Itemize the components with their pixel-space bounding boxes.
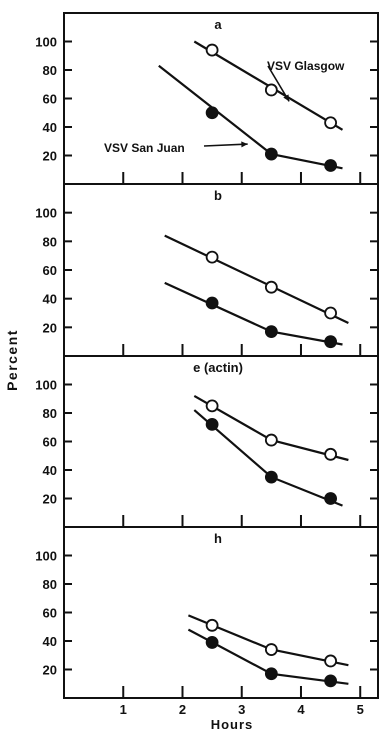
y-tick-label: 100: [35, 378, 57, 393]
open-circle-point: [264, 280, 278, 294]
open-circle-point: [205, 43, 219, 57]
open-circle-point: [324, 116, 338, 130]
x-tick-label: 3: [238, 702, 245, 717]
x-tick-label: 2: [179, 702, 186, 717]
panel-3: 20 40 60 80 100 1 2 3 4 5 h: [35, 526, 379, 717]
x-tick-label: 5: [357, 702, 364, 717]
filled-circle-point: [324, 335, 338, 349]
y-tick-label: 80: [43, 63, 57, 78]
open-circle-point: [324, 306, 338, 320]
filled-circle-point: [205, 296, 219, 310]
filled-circle-point: [264, 147, 278, 161]
y-tick-label: 40: [43, 120, 57, 135]
filled-circle-point: [324, 492, 338, 505]
series-line-0: [164, 234, 349, 324]
annotation-arrowhead: [241, 141, 248, 148]
y-tick-label: 60: [43, 435, 57, 450]
filled-circle-point: [264, 325, 278, 339]
y-tick-label: 40: [43, 292, 57, 307]
x-tick-label: 1: [120, 702, 127, 717]
open-circle-point: [205, 399, 219, 413]
y-tick-label: 20: [43, 149, 57, 164]
y-tick-label: 80: [43, 577, 57, 592]
y-tick-label: 20: [43, 320, 57, 335]
y-tick-label: 40: [43, 634, 57, 649]
x-axis-label: Hours: [211, 717, 254, 732]
filled-circle-point: [324, 159, 338, 172]
x-tick-label: 4: [297, 702, 305, 717]
filled-circle-point: [264, 667, 278, 681]
y-tick-label: 100: [35, 549, 57, 564]
annotation-arrowhead: [283, 94, 290, 102]
panel-title: b: [214, 188, 222, 203]
filled-circle-point: [264, 470, 278, 484]
panel-title: h: [214, 531, 222, 546]
y-tick-label: 60: [43, 263, 57, 278]
open-circle-point: [205, 250, 219, 264]
filled-circle-point: [205, 636, 219, 649]
open-circle-point: [324, 654, 338, 668]
open-circle-point: [264, 643, 278, 656]
y-tick-label: 100: [35, 35, 57, 50]
y-tick-label: 80: [43, 234, 57, 249]
y-tick-label: 20: [43, 492, 57, 507]
annotation-label: VSV Glasgow: [267, 59, 345, 73]
open-circle-point: [324, 447, 338, 461]
open-circle-point: [264, 433, 278, 447]
panel-2: 20 40 60 80 100 e (actin): [35, 355, 379, 528]
y-axis-label: Percent: [4, 329, 20, 391]
panels: 20 40 60 80 100 a VSV Glasgow VSV San Juan 20 40 6…: [35, 12, 379, 717]
panel-0: 20 40 60 80 100 a VSV Glasgow VSV San Juan: [35, 12, 379, 185]
panel-title: a: [214, 17, 222, 32]
y-tick-label: 80: [43, 406, 57, 421]
panel-title: e (actin): [193, 360, 243, 375]
filled-circle-point: [324, 674, 338, 688]
open-circle-point: [264, 83, 278, 97]
filled-circle-point: [205, 106, 219, 120]
y-tick-label: 60: [43, 92, 57, 107]
annotation-leader: [203, 143, 248, 147]
open-circle-point: [205, 618, 219, 632]
annotation-label: VSV San Juan: [104, 141, 185, 155]
y-tick-label: 40: [43, 463, 57, 478]
filled-circle-point: [205, 417, 219, 431]
y-tick-label: 20: [43, 663, 57, 678]
y-tick-label: 60: [43, 606, 57, 621]
annotation-leader: [267, 65, 290, 102]
y-tick-label: 100: [35, 206, 57, 221]
